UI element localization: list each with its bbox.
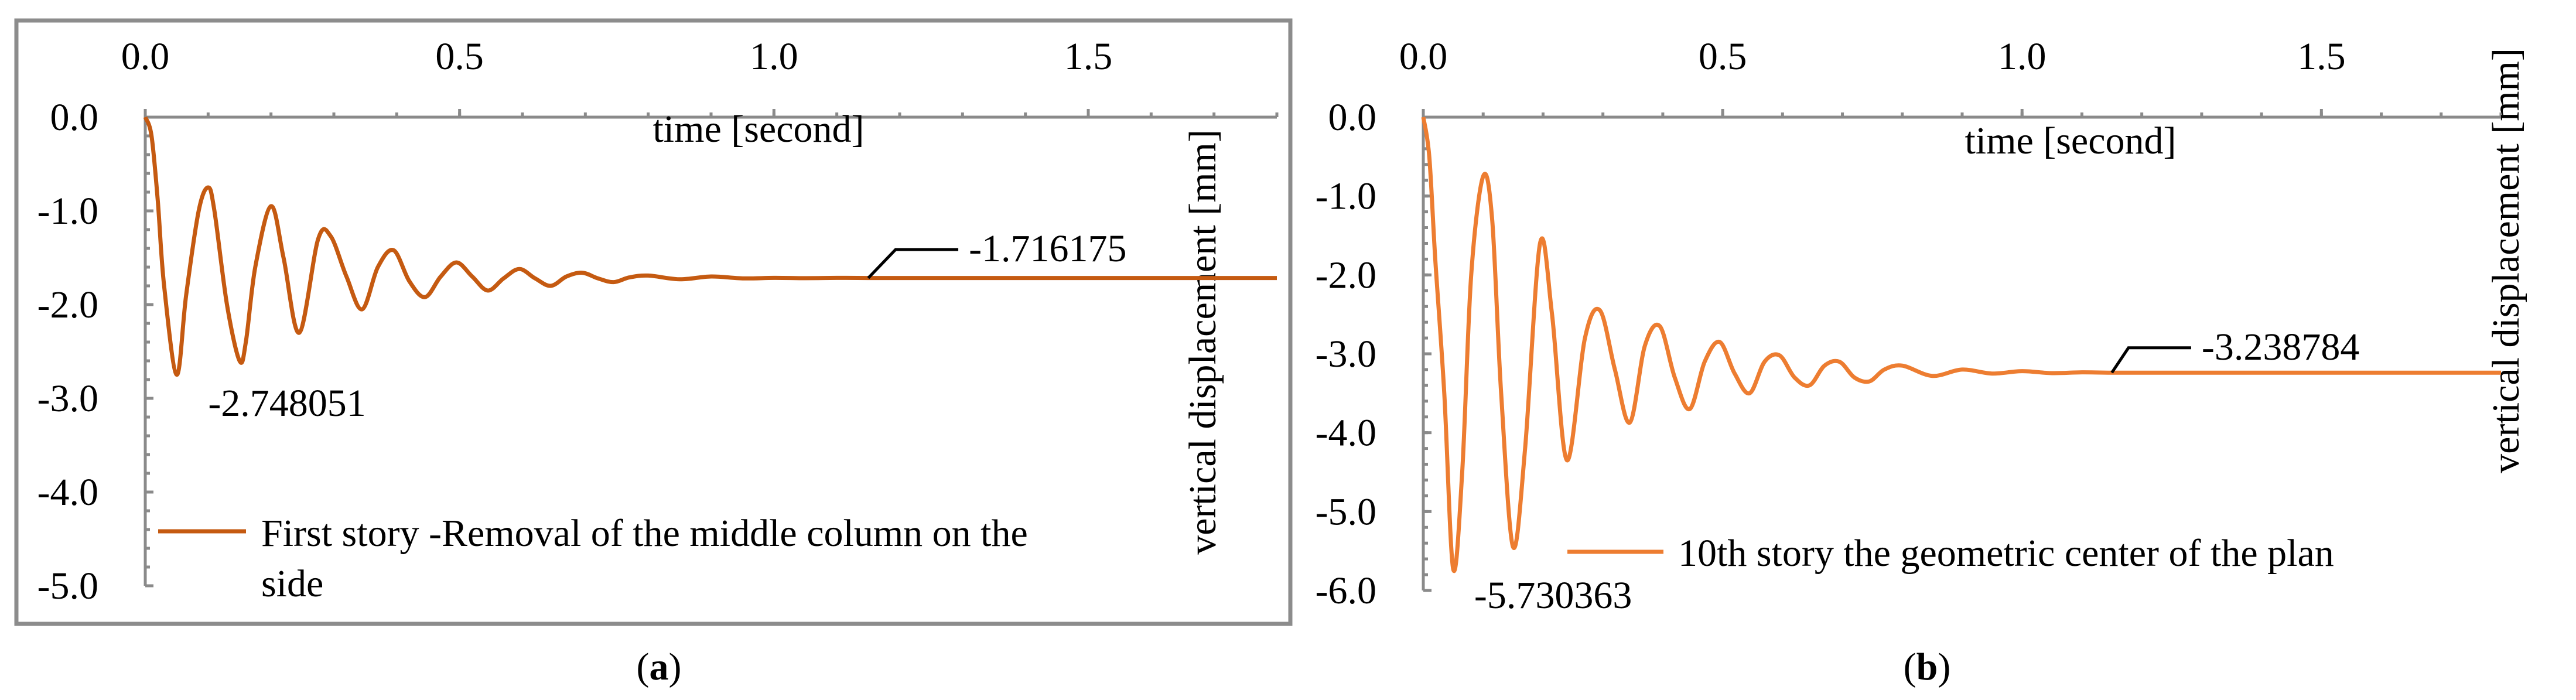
panel-a-annotation-label: -2.748051 — [208, 382, 365, 425]
panel-b-y-tick-label: -4.0 — [1316, 412, 1376, 455]
panel-a-y-tick-label: -3.0 — [37, 377, 98, 420]
panel-a-caption: (a) — [637, 646, 682, 688]
panel-a-x-tick-label: 1.5 — [1064, 35, 1113, 78]
panel-b-x-tick-label: 0.5 — [1699, 35, 1747, 78]
panel-b-y-tick-label: -1.0 — [1316, 175, 1376, 218]
panel-a-x-tick-label: 1.0 — [750, 35, 798, 78]
panel-b-caption-letter: b — [1916, 646, 1938, 688]
panel-a-x-tick-label: 0.5 — [435, 35, 484, 78]
panel-b-x-tick-label: 1.5 — [2297, 35, 2346, 78]
panel-a-caption-letter: a — [650, 646, 669, 688]
panel-a: 0.0 0.5 1.0 1.5 0.0 -1.0 -2.0 -3.0 -4.0 -5.0 time… — [14, 18, 1293, 688]
panel-b-annotation-label: -3.238784 — [2202, 326, 2359, 368]
legend-label-first-story-line1: First story -Removal of the middle colum… — [261, 512, 1028, 555]
panel-a-annotations: -2.748051 -1.716175 — [208, 227, 1126, 425]
panel-b-y-tick-label: -2.0 — [1316, 254, 1376, 296]
panel-b-y-tick-label: -6.0 — [1316, 569, 1376, 612]
panel-b-y-tick-label: -5.0 — [1316, 490, 1376, 533]
panel-b-annotation-label: -5.730363 — [1474, 574, 1632, 617]
panel-a-annotation-label: -1.716175 — [969, 227, 1126, 270]
panel-a-y-tick-label: -4.0 — [37, 471, 98, 514]
legend-label-10th-story: 10th story the geometric center of the p… — [1678, 532, 2334, 575]
panel-b-annotation-leader — [2110, 346, 2191, 374]
panel-a-ylabel: vertical displacement [mm] — [1181, 129, 1224, 555]
panel-b-legend: 10th story the geometric center of the p… — [1567, 532, 2334, 575]
panel-b-series-line-0 — [1421, 117, 2501, 573]
panel-b-ylabel: vertical displacement [mm] — [2485, 48, 2527, 473]
panel-a-axes: 0.0 0.5 1.0 1.5 0.0 -1.0 -2.0 -3.0 -4.0 -5.0 — [37, 35, 1279, 607]
panel-a-series-line-0 — [143, 116, 1277, 377]
panel-a-y-tick-label: -1.0 — [37, 190, 98, 233]
panel-b-axes: 0.0 0.5 1.0 1.5 0.0 -1.0 -2.0 -3.0 -4.0 -5.0 -6.0 — [1316, 35, 2503, 612]
panel-b-annotations: -5.730363 -3.238784 — [1474, 326, 2359, 617]
panel-b-x-tick-label: 1.0 — [1998, 35, 2047, 78]
panel-a-x-tick-label: 0.0 — [121, 35, 170, 78]
panel-a-y-tick-label: -2.0 — [37, 284, 98, 326]
panel-b-y-tick-label: 0.0 — [1328, 96, 1377, 139]
panel-b: 0.0 0.5 1.0 1.50.0-1.0-2.0-3.0-4.0-5.0-6.0 … — [1316, 35, 2527, 688]
panel-a-annotation-leader — [867, 248, 959, 279]
panel-a-series — [143, 116, 1277, 377]
panel-a-y-tick-label: 0.0 — [50, 96, 99, 139]
panel-b-y-tick-label: -3.0 — [1316, 333, 1376, 375]
panel-a-legend: First story -Removal of the middle colum… — [158, 512, 1028, 605]
panel-b-xlabel: time [second] — [1965, 119, 2176, 162]
panel-b-series — [1421, 117, 2501, 573]
panel-a-y-tick-label: -5.0 — [37, 565, 98, 607]
panel-a-xlabel: time [second] — [652, 108, 864, 151]
legend-label-first-story-line2: side — [261, 562, 323, 605]
panel-b-x-tick-label: 0.0 — [1399, 35, 1448, 78]
panel-b-caption: (b) — [1904, 646, 1951, 688]
